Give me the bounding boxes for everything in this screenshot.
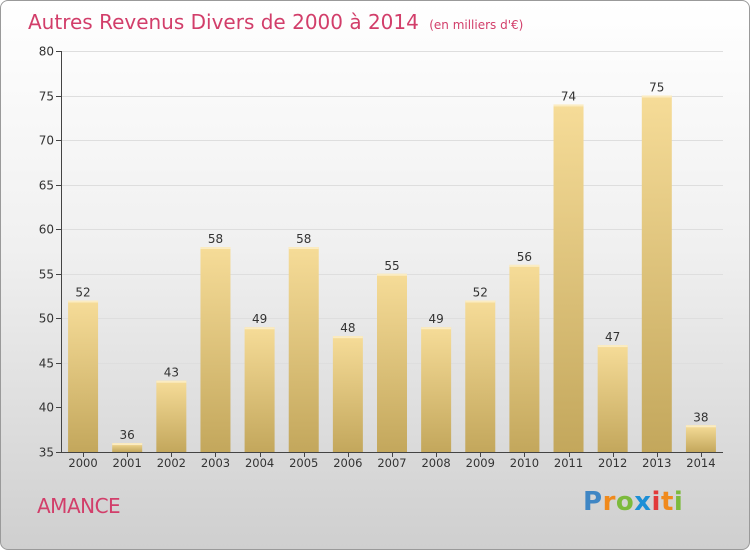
data-label: 48 [340,321,355,335]
bar-highlight [641,95,672,98]
y-tick-label: 55 [39,268,54,282]
x-tick-label: 2014 [686,456,715,470]
bar-highlight [200,247,231,250]
chart-title-text: Autres Revenus Divers de 2000 à 2014 [28,10,419,34]
data-label: 47 [605,330,620,344]
logo-letter: P [583,487,603,517]
bar-2000 [68,300,99,452]
bar-2001 [112,443,143,452]
axes: 35 40 45 50 55 60 65 70 75 80 2000 2001 2002 2003 2004… [39,45,723,470]
bar-2006 [332,336,363,452]
bar-2013 [641,95,672,453]
logo-letter: o [615,487,635,517]
place-label: AMANCE [37,494,121,518]
bar-2004 [244,327,275,452]
data-label: 49 [428,312,443,326]
data-labels: 52 36 43 58 49 58 48 55 49 52 56 74 47 75 38 [75,81,708,443]
bar-2012 [597,345,628,452]
x-tick-label: 2002 [157,456,186,470]
x-tick-label: 2010 [510,456,539,470]
bar-highlight [244,327,275,330]
bar-2010 [509,264,540,452]
logo-letter: x [634,487,652,517]
data-label: 75 [649,81,664,95]
bar-highlight [685,425,716,428]
bar-2007 [377,273,407,452]
y-tick-label: 35 [39,446,54,460]
x-tick-label: 2006 [333,456,362,470]
proxiti-logo[interactable]: Proxiti [583,487,683,517]
logo-letter: i [673,487,684,517]
bar-2002 [156,380,187,452]
x-tick-label: 2011 [554,456,583,470]
bar-highlight [597,345,628,348]
bar-highlight [156,380,187,383]
x-tick-label: 2005 [289,456,318,470]
x-tick-label: 2000 [68,456,97,470]
data-label: 38 [693,410,708,424]
x-tick-label: 2012 [598,456,627,470]
logo-letter: t [660,487,674,517]
data-label: 55 [384,259,399,273]
data-label: 58 [208,232,223,246]
data-label: 56 [517,250,532,264]
y-tick-label: 65 [39,179,54,193]
y-tick-label: 70 [39,134,54,148]
bar-highlight [509,264,540,267]
x-tick-label: 2009 [466,456,495,470]
y-tick-label: 45 [39,357,54,371]
data-label: 74 [561,89,576,103]
bar-highlight [421,327,452,330]
bar-highlight [553,104,584,107]
x-tick-label: 2013 [642,456,671,470]
y-tick-label: 75 [39,90,54,104]
data-label: 58 [296,232,311,246]
y-tick-label: 50 [39,312,54,326]
bar-2014 [685,425,716,452]
bar-highlight [377,273,407,276]
logo-letter: r [602,487,616,517]
bar-highlight [288,247,319,250]
data-label: 36 [120,428,135,442]
bar-2011 [553,104,584,452]
bar-2008 [421,327,452,452]
chart-title: Autres Revenus Divers de 2000 à 2014 (en… [28,10,523,34]
x-tick-label: 2001 [113,456,142,470]
data-label: 52 [473,286,488,300]
chart-subtitle: (en milliers d'€) [429,18,524,32]
y-tick-label: 60 [39,223,54,237]
bars [68,95,716,453]
y-tick-label: 80 [39,45,54,59]
bar-2009 [465,300,496,452]
bar-2003 [200,247,231,452]
x-tick-label: 2008 [421,456,450,470]
data-label: 49 [252,312,267,326]
bar-2005 [288,247,319,452]
logo-letter: i [651,487,661,517]
x-tick-label: 2003 [201,456,230,470]
bar-highlight [112,443,143,446]
y-tick-label: 40 [39,401,54,415]
x-tick-label: 2007 [377,456,406,470]
data-label: 52 [75,286,90,300]
x-tick-label: 2004 [245,456,274,470]
bar-highlight [332,336,363,339]
bar-highlight [465,300,496,303]
bar-highlight [68,300,99,303]
data-label: 43 [164,366,179,380]
